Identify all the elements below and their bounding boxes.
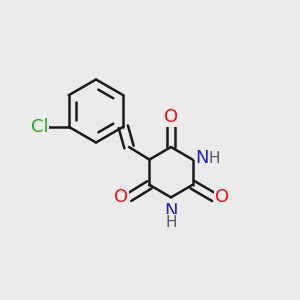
- Text: N: N: [196, 149, 209, 167]
- Text: H: H: [165, 215, 177, 230]
- Text: O: O: [114, 188, 129, 206]
- Text: N: N: [164, 202, 178, 220]
- Text: O: O: [164, 108, 178, 126]
- Text: O: O: [214, 188, 229, 206]
- Text: H: H: [209, 151, 220, 166]
- Text: Cl: Cl: [31, 118, 48, 136]
